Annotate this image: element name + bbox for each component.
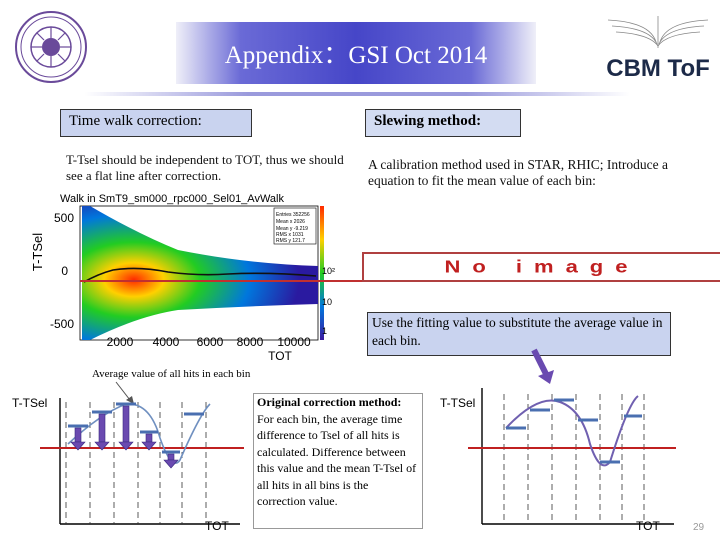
- z-tick-label: 1: [322, 326, 327, 336]
- right-diagram-y-label: T-TSel: [440, 396, 476, 410]
- page-title: Appendix：GSI Oct 2014: [224, 42, 488, 69]
- stats-line: Mean y -9.219: [276, 226, 308, 232]
- right-diagram-x-label: TOT: [636, 519, 660, 533]
- stats-line: RMS x 1031: [276, 232, 304, 238]
- stats-line: Mean x 2026: [276, 219, 305, 225]
- title-underline: [84, 92, 630, 96]
- y-tick-label: 500: [54, 211, 74, 225]
- plot-y-axis-label: T-TSel: [30, 233, 45, 271]
- stats-line: Entries 352256: [276, 212, 310, 218]
- plot-title: Walk in SmT9_sm000_rpc000_Sel01_AvWalk: [60, 193, 284, 205]
- logo-text: CBM ToF: [606, 55, 710, 82]
- z-tick-label: 10²: [322, 266, 335, 276]
- average-value-label: Average value of all hits in each bin: [92, 368, 251, 380]
- original-correction-title: Original correction method:: [257, 395, 402, 409]
- walk-histogram-plot: Walk in SmT9_sm000_rpc000_Sel01_AvWalk E…: [28, 186, 346, 362]
- time-walk-label: Time walk correction:: [60, 109, 252, 137]
- down-arrow-icon: [531, 348, 554, 384]
- x-tick-label: 2000: [107, 335, 134, 349]
- x-tick-label: 10000: [277, 335, 311, 349]
- cbm-tof-logo: CBM ToF: [606, 16, 710, 82]
- y-tick-label: 0: [61, 264, 68, 278]
- left-diagram-x-label: TOT: [205, 519, 229, 533]
- time-walk-description: T-Tsel should be independent to TOT, thu…: [66, 152, 344, 183]
- pointer-arrow-icon: [115, 381, 134, 404]
- stats-line: RMS y 121.7: [276, 238, 305, 244]
- fitting-value-note: Use the fitting value to substitute the …: [367, 312, 671, 356]
- no-image-text: No image: [445, 257, 640, 276]
- reference-line: [80, 280, 362, 282]
- left-diagram-y-label: T-TSel: [12, 396, 48, 410]
- slewing-fit-diagram: [468, 388, 676, 525]
- title-banner: Appendix：GSI Oct 2014: [176, 22, 536, 84]
- missing-image-placeholder: No image: [362, 252, 720, 282]
- original-correction-body: For each bin, the average time differenc…: [257, 411, 417, 509]
- university-seal-logo: [15, 11, 87, 83]
- y-tick-label: -500: [50, 317, 74, 331]
- page-number: 29: [693, 522, 705, 533]
- slewing-method-description: A calibration method used in STAR, RHIC;…: [368, 157, 668, 188]
- slewing-method-label: Slewing method:: [365, 109, 521, 137]
- z-tick-label: 10: [322, 297, 332, 307]
- original-correction-diagram: [40, 398, 244, 525]
- plot-x-axis-label: TOT: [268, 349, 292, 362]
- x-tick-label: 8000: [237, 335, 264, 349]
- x-tick-label: 4000: [153, 335, 180, 349]
- original-correction-text: Original correction method: For each bin…: [253, 393, 423, 529]
- x-tick-label: 6000: [197, 335, 224, 349]
